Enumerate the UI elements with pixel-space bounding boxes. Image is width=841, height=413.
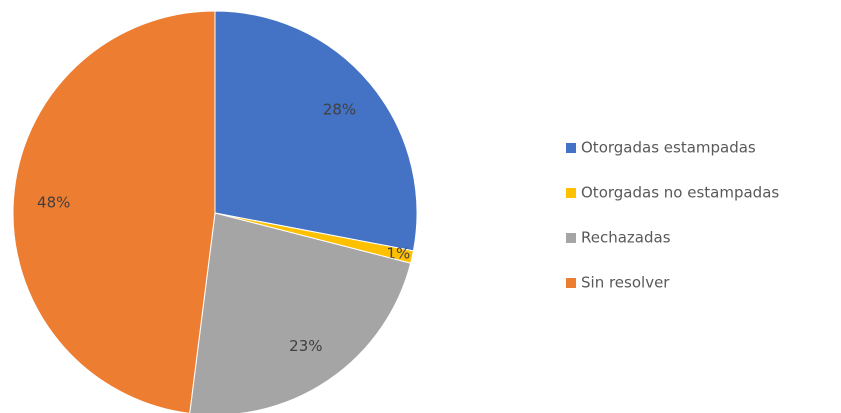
legend-swatch [566, 143, 576, 153]
pie-slice [12, 10, 216, 413]
legend-swatch [566, 188, 576, 198]
pie-slice [189, 212, 412, 413]
legend-label: Otorgadas estampadas [581, 139, 756, 157]
slice-label: 48% [37, 193, 70, 211]
legend-swatch [566, 278, 576, 288]
slice-label: 1% [386, 244, 410, 262]
slice-label: 23% [289, 337, 322, 355]
legend-label: Rechazadas [581, 229, 671, 247]
legend-swatch [566, 233, 576, 243]
slice-label: 28% [323, 100, 356, 118]
legend-label: Sin resolver [581, 274, 670, 292]
legend-label: Otorgadas no estampadas [581, 184, 779, 202]
pie-slice [214, 10, 418, 252]
